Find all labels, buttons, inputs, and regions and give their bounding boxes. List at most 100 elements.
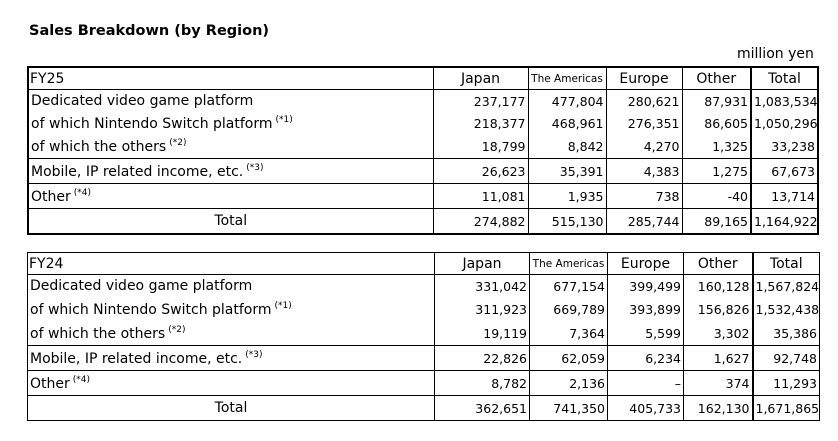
cell-japan: 18,799 — [432, 134, 528, 159]
footnote-marker: (*4) — [72, 374, 91, 385]
cell-europe: 280,621 — [605, 89, 682, 112]
cell-total: 67,673 — [750, 158, 818, 184]
column-header-total: Total — [751, 252, 820, 275]
cell-total: 13,714 — [750, 183, 818, 209]
row-label: Other (*4) — [28, 183, 433, 209]
footnote-marker: (*2) — [168, 324, 186, 335]
cell-other: 156,826 — [683, 297, 753, 321]
total-label: Total — [214, 400, 248, 416]
cell-japan: 19,119 — [434, 321, 530, 346]
row-label: Dedicated video game platform — [30, 278, 253, 294]
row-label: Dedicated video game platform — [31, 93, 254, 109]
cell-total: 1,050,296 — [750, 112, 818, 134]
cell-other: 1,275 — [681, 158, 751, 184]
table-header-row: FY24 Japan The Americas Europe Other Tot… — [27, 252, 820, 275]
total-row: Total 274,882 515,130 285,744 89,165 1,1… — [28, 208, 818, 234]
table-header-row: FY25 Japan The Americas Europe Other Tot… — [28, 67, 818, 90]
cell-total: 35,386 — [751, 321, 820, 346]
footnote-marker: (*4) — [73, 187, 92, 198]
cell-americas: 477,804 — [527, 89, 606, 112]
page-title: Sales Breakdown (by Region) — [29, 23, 270, 39]
cell-europe: 399,499 — [607, 274, 684, 297]
column-header-other: Other — [683, 252, 753, 275]
cell-total: 1,532,438 — [751, 297, 820, 321]
cell-japan: 331,042 — [434, 274, 530, 297]
footnote-marker: (*2) — [169, 137, 187, 148]
cell-other: 162,130 — [683, 395, 753, 421]
cell-japan: 218,377 — [432, 112, 528, 134]
cell-total: 1,671,865 — [751, 395, 820, 421]
cell-other: 374 — [683, 370, 753, 396]
footnote-marker: (*1) — [274, 300, 292, 311]
column-header-europe: Europe — [607, 252, 684, 275]
cell-americas: 35,391 — [527, 158, 606, 184]
cell-other: 89,165 — [681, 208, 751, 234]
fy24-sales-table: FY24 Japan The Americas Europe Other Tot… — [27, 252, 820, 421]
fy25-sales-table: FY25 Japan The Americas Europe Other Tot… — [27, 66, 819, 235]
cell-americas: 669,789 — [529, 297, 608, 321]
cell-other: 3,302 — [683, 321, 753, 346]
cell-other: 160,128 — [683, 274, 753, 297]
cell-europe: 393,899 — [607, 297, 684, 321]
table-row: of which Nintendo Switch platform (*1) 21… — [28, 112, 818, 134]
row-label: of which the others (*2) — [28, 134, 433, 159]
cell-japan: 311,923 — [434, 297, 530, 321]
table-row: Other (*4) 11,081 1,935 738 -40 13,714 — [28, 183, 818, 209]
cell-europe: 738 — [605, 183, 682, 209]
cell-japan: 8,782 — [434, 370, 530, 396]
cell-americas: 741,350 — [529, 395, 608, 421]
cell-japan: 11,081 — [432, 183, 528, 209]
cell-other: 87,931 — [681, 89, 751, 112]
cell-europe: 4,383 — [605, 158, 682, 184]
total-label: Total — [214, 213, 248, 229]
footnote-marker: (*1) — [275, 114, 293, 125]
column-header-americas: The Americas — [527, 67, 606, 90]
fiscal-year-label: FY25 — [28, 67, 433, 90]
cell-europe: 405,733 — [607, 395, 684, 421]
cell-total: 1,567,824 — [751, 274, 820, 297]
cell-other: 86,605 — [681, 112, 751, 134]
row-label: of which the others (*2) — [27, 321, 435, 346]
footnote-marker: (*3) — [245, 349, 263, 360]
cell-japan: 237,177 — [432, 89, 528, 112]
cell-americas: 515,130 — [527, 208, 606, 234]
table-row: of which Nintendo Switch platform (*1) 31… — [28, 297, 820, 321]
table-row: Other (*4) 8,782 2,136 – 374 11,293 — [27, 370, 820, 396]
cell-total: 1,083,534 — [750, 89, 818, 112]
cell-japan: 362,651 — [434, 395, 530, 421]
table-row: of which the others (*2) 18,799 8,842 4,2… — [28, 134, 818, 159]
cell-europe: 5,599 — [607, 321, 684, 346]
cell-japan: 274,882 — [432, 208, 528, 234]
cell-japan: 22,826 — [434, 345, 530, 371]
row-label: Other (*4) — [27, 370, 435, 396]
cell-europe: 4,270 — [605, 134, 682, 159]
cell-other: -40 — [681, 183, 751, 209]
table-row: Dedicated video game platform 331,042 67… — [28, 274, 820, 297]
table-row: Mobile, IP related income, etc. (*3) 22,8… — [27, 345, 820, 371]
cell-americas: 468,961 — [527, 112, 606, 134]
cell-americas: 2,136 — [529, 370, 608, 396]
table-row: Dedicated video game platform 237,177 47… — [28, 89, 818, 112]
column-header-other: Other — [681, 67, 751, 90]
total-row: Total 362,651 741,350 405,733 162,130 1,… — [28, 395, 820, 421]
cell-europe: 276,351 — [605, 112, 682, 134]
row-label: of which Nintendo Switch platform (*1) — [31, 114, 293, 132]
cell-japan: 26,623 — [432, 158, 528, 184]
cell-other: 1,325 — [681, 134, 751, 159]
cell-total: 33,238 — [750, 134, 818, 159]
cell-americas: 62,059 — [529, 345, 608, 371]
unit-label: million yen — [737, 46, 814, 62]
cell-europe: – — [607, 370, 684, 396]
table-row: Mobile, IP related income, etc. (*3) 26,6… — [28, 158, 818, 184]
cell-americas: 7,364 — [529, 321, 608, 346]
cell-americas: 677,154 — [529, 274, 608, 297]
column-header-americas: The Americas — [529, 252, 608, 275]
row-label: Mobile, IP related income, etc. (*3) — [27, 345, 435, 371]
column-header-total: Total — [750, 67, 818, 90]
column-header-japan: Japan — [434, 252, 530, 275]
row-label: Mobile, IP related income, etc. (*3) — [28, 158, 433, 184]
column-header-europe: Europe — [605, 67, 682, 90]
cell-europe: 285,744 — [605, 208, 682, 234]
row-label: of which Nintendo Switch platform (*1) — [30, 300, 292, 318]
footnote-marker: (*3) — [246, 162, 264, 173]
